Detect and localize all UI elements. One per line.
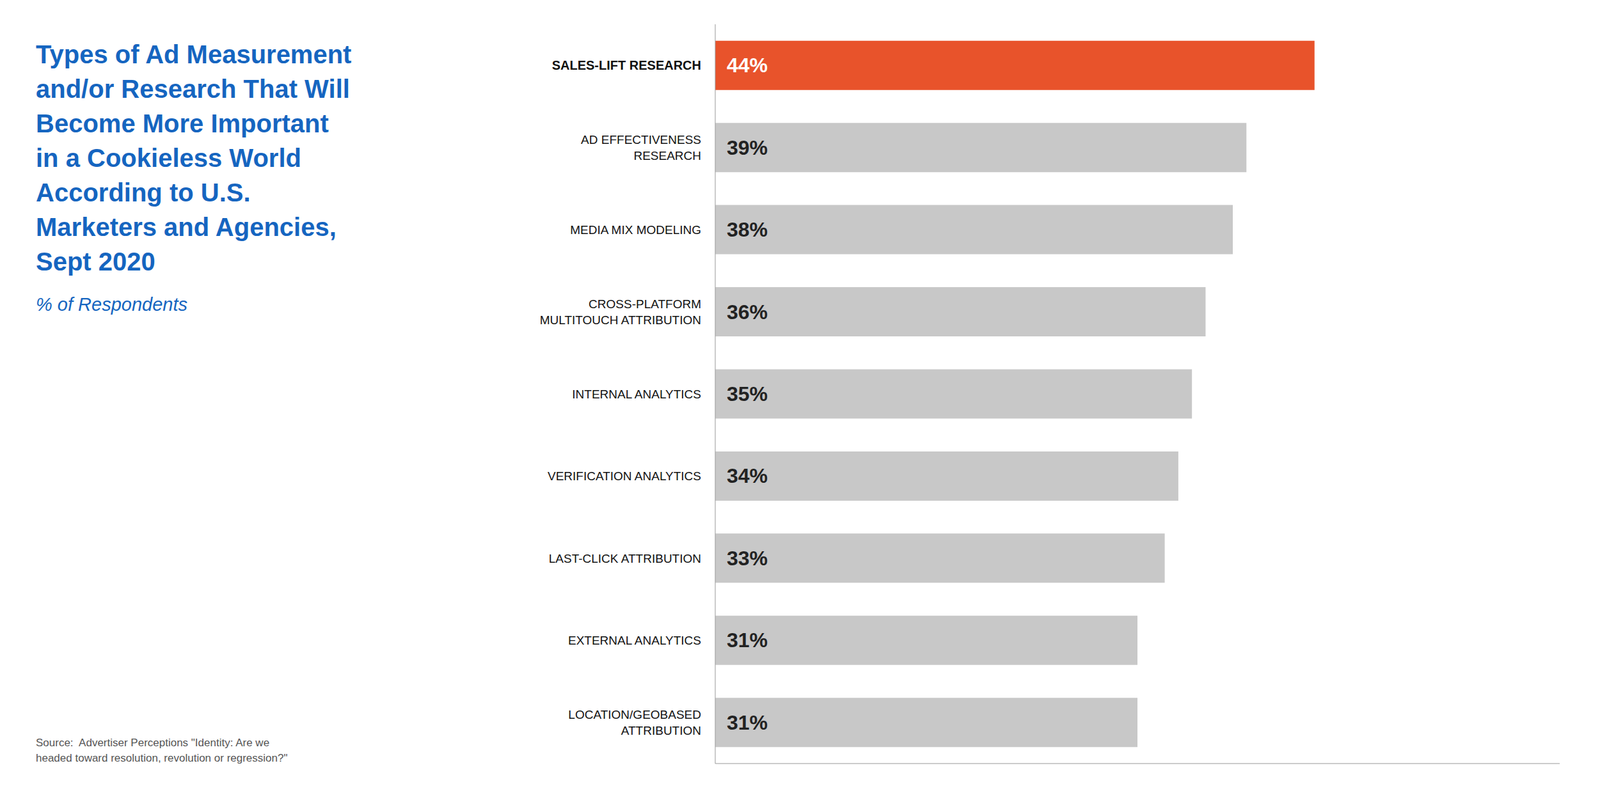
html-text:% of Respondents: % of Respondents (35, 294, 188, 315)
svg-text:EXTERNAL ANALYTICS: EXTERNAL ANALYTICS (568, 633, 702, 648)
svg-text:31%: 31% (726, 711, 768, 735)
html-text:Become More Important: Become More Important (35, 109, 329, 138)
svg-text:36%: 36% (726, 300, 768, 324)
svg-text:39%: 39% (726, 136, 768, 160)
html-text:Types of Ad Measurement: Types of Ad Measurement (35, 40, 352, 69)
html-text:in a Cookieless World: in a Cookieless World (35, 143, 302, 173)
svg-text:33%: 33% (726, 546, 768, 571)
html-text:Source: Advertiser Perceptions: Source: Advertiser Perceptions "Identity… (35, 736, 288, 765)
svg-text:SALES-LIFT RESEARCH: SALES-LIFT RESEARCH (552, 58, 702, 73)
svg-text:35%: 35% (726, 382, 768, 406)
svg-text:LAST-CLICK ATTRIBUTION: LAST-CLICK ATTRIBUTION (548, 551, 702, 565)
svg-text:LOCATION/GEOBASEDATTRIBUTION: LOCATION/GEOBASEDATTRIBUTION (568, 708, 702, 738)
html-text:According to U.S.: According to U.S. (35, 178, 251, 207)
html-text:and/or Research That Will: and/or Research That Will (35, 74, 350, 103)
html-text:Sept 2020: Sept 2020 (35, 247, 156, 276)
svg-text:AD EFFECTIVENESSRESEARCH: AD EFFECTIVENESSRESEARCH (580, 133, 702, 163)
svg-text:CROSS-PLATFORMMULTITOUCH ATTRI: CROSS-PLATFORMMULTITOUCH ATTRIBUTION (539, 297, 702, 327)
svg-text:34%: 34% (726, 464, 768, 488)
svg-text:31%: 31% (726, 628, 768, 652)
svg-text:INTERNAL ANALYTICS: INTERNAL ANALYTICS (571, 387, 702, 402)
svg-text:44%: 44% (726, 53, 768, 77)
html-text:Marketers and Agencies,: Marketers and Agencies, (35, 213, 337, 242)
svg-text:VERIFICATION ANALYTICS: VERIFICATION ANALYTICS (547, 469, 702, 484)
svg-text:MEDIA MIX MODELING: MEDIA MIX MODELING (570, 223, 702, 237)
svg-text:38%: 38% (726, 218, 768, 242)
